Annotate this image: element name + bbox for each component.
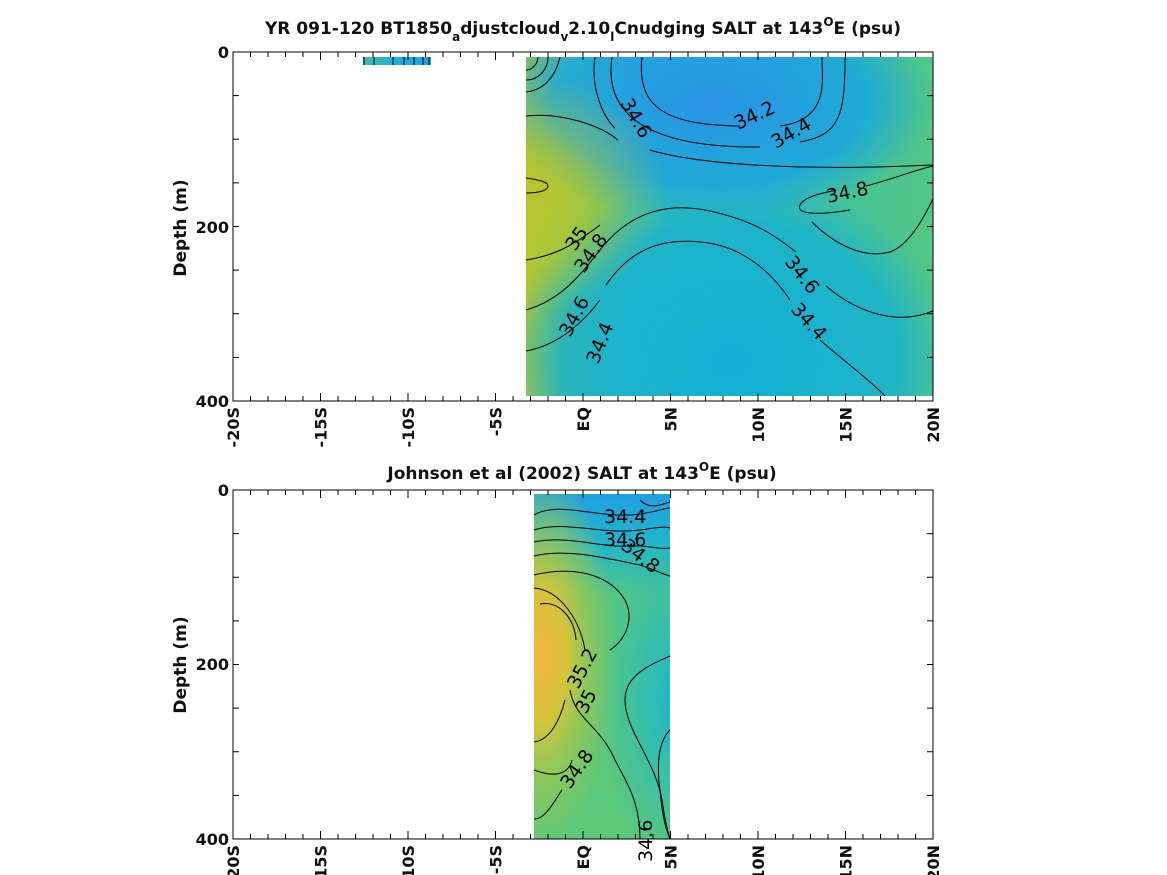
- top-axis-ticks: [232, 51, 934, 402]
- bottom-clabel-1: 34.4: [604, 506, 646, 528]
- bottom-ytick-200: 200: [196, 655, 229, 674]
- top-xtick-label: -15S: [312, 407, 331, 447]
- top-ytick-0: 0: [218, 43, 229, 62]
- bottom-panel: Johnson et al (2002) SALT at 143OE (psu)…: [171, 460, 943, 875]
- bottom-xtick-label: -10S: [399, 845, 418, 875]
- top-xtick-label: -20S: [224, 407, 243, 447]
- top-xtick-label: 20N: [924, 407, 943, 443]
- top-xtick-label: 10N: [749, 407, 768, 443]
- top-ytick-400: 400: [196, 392, 229, 411]
- top-ytick-200: 200: [196, 218, 229, 237]
- top-xtick-label: -10S: [399, 407, 418, 447]
- bottom-xtick-label: 5N: [662, 845, 681, 870]
- bottom-contours: [534, 499, 670, 839]
- top-panel: YR 091-120 BT1850adjustcloudv2.10lCnudgi…: [171, 15, 943, 447]
- top-title: YR 091-120 BT1850adjustcloudv2.10lCnudgi…: [264, 15, 901, 44]
- top-xtick-label: -5S: [487, 407, 506, 436]
- top-xtick-label: 5N: [662, 407, 681, 432]
- bottom-xtick-label: -20S: [224, 845, 243, 875]
- top-contours: [526, 57, 933, 396]
- bottom-xtick-label: -15S: [312, 845, 331, 875]
- bottom-axis-ticks: [232, 489, 934, 840]
- top-xtick-label: 15N: [837, 407, 856, 443]
- bottom-heatmap: [534, 494, 670, 839]
- top-xticks: -20S -15S -10S -5S EQ 5N 10N 15N 20N: [224, 407, 943, 447]
- bottom-ytick-0: 0: [218, 481, 229, 500]
- bottom-xticks: -20S -15S -10S -5S EQ 5N 10N 15N 20N: [224, 845, 943, 875]
- bottom-xtick-label: -5S: [487, 845, 506, 874]
- bottom-xtick-label: EQ: [574, 845, 593, 870]
- bottom-title: Johnson et al (2002) SALT at 143OE (psu): [386, 460, 776, 484]
- bottom-xtick-label: 10N: [749, 845, 768, 875]
- bottom-xtick-label: 20N: [924, 845, 943, 875]
- bottom-ylabel: Depth (m): [171, 616, 191, 713]
- top-heatmap: [526, 57, 933, 396]
- bottom-xtick-label: 15N: [837, 845, 856, 875]
- bottom-ytick-400: 400: [196, 830, 229, 849]
- bottom-clabel-7: 34.6: [635, 820, 657, 862]
- top-ylabel: Depth (m): [171, 179, 191, 276]
- bottom-clabel-2: 34.6: [604, 529, 646, 551]
- top-strip-contours: [363, 57, 430, 65]
- top-heatmap-strip: [363, 57, 431, 65]
- top-xtick-label: EQ: [574, 407, 593, 432]
